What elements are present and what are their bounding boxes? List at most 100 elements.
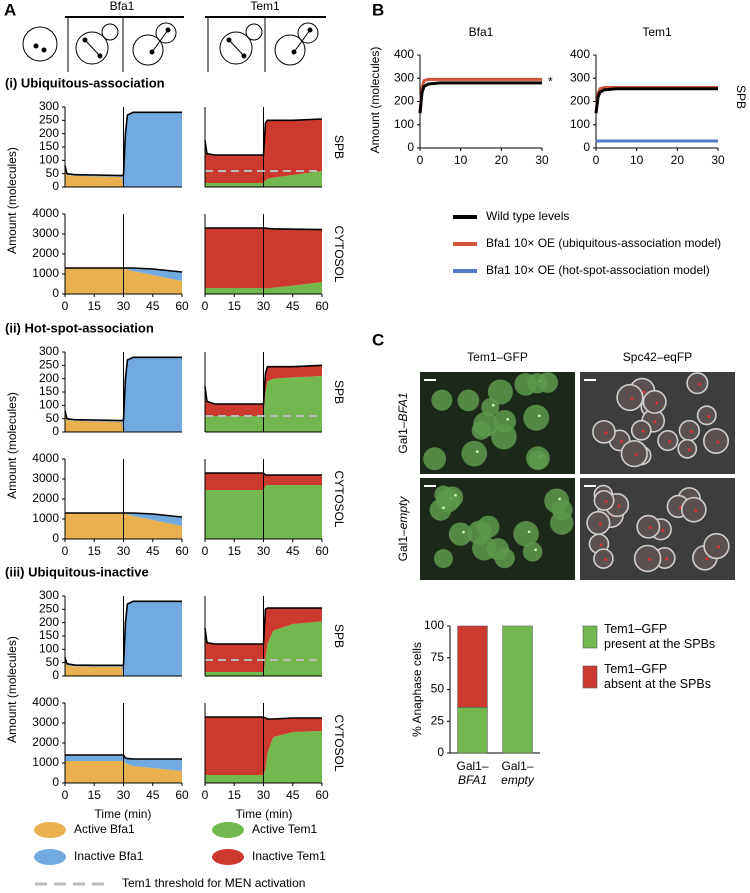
y-tick-label: 25 (431, 713, 445, 727)
column-title: Bfa1 (110, 0, 135, 13)
legend-label: Tem1–GFP absent at the SPBs (604, 662, 712, 691)
x-tick-label: 15 (88, 544, 102, 558)
y-tick-label: 100 (570, 117, 590, 131)
y-tick-label: 0 (52, 286, 59, 300)
y-tick-label: 50 (46, 166, 60, 180)
x-tick-label: 45 (286, 788, 300, 802)
legend-item: Tem1–GFP absent at the SPBs (604, 662, 712, 691)
y-axis-label: Amount (molecules) (5, 636, 19, 743)
spb-dot (648, 526, 652, 530)
y-tick-label: 300 (39, 344, 59, 358)
cell (636, 514, 661, 539)
line (418, 81, 542, 114)
legend-swatch (582, 625, 598, 649)
y-tick-label: 2000 (32, 246, 59, 260)
spb-dot (527, 530, 531, 534)
spb-dot (634, 453, 638, 457)
x-tick-label: 10 (630, 153, 644, 167)
cell (593, 548, 614, 569)
x-tick-label: 30 (117, 544, 131, 558)
x-tick-label: 15 (228, 788, 242, 802)
spb-dot (442, 506, 445, 510)
panel-letter: B (372, 0, 384, 19)
y-tick-label: 200 (39, 126, 59, 140)
y-tick-label: 200 (570, 94, 590, 108)
spb-dot (648, 558, 652, 561)
x-tick-label: 0 (202, 788, 209, 802)
line (418, 77, 542, 114)
x-tick-label: 30 (117, 299, 131, 313)
spb-dot (617, 504, 621, 508)
cell (514, 373, 538, 396)
legend-label: Inactive Bfa1 (74, 849, 144, 863)
y-tick-label: 400 (394, 47, 414, 61)
section-title: (iii) Ubiquitous-inactive (5, 564, 149, 579)
y-axis-label: Amount (molecules) (5, 392, 19, 499)
cell (513, 520, 539, 547)
cell (696, 405, 717, 426)
cell (448, 522, 473, 546)
cell (703, 427, 730, 454)
y-tick-label: 4000 (32, 206, 59, 220)
area (205, 621, 322, 676)
y-tick-label: 0 (52, 424, 59, 438)
line (594, 86, 718, 114)
y-tick-label: 2000 (32, 735, 59, 749)
cell (471, 420, 491, 440)
x-tick-label: 30 (257, 544, 271, 558)
legend-swatch (582, 665, 598, 689)
y-tick-label: 0 (52, 531, 59, 545)
y-tick-label: 300 (394, 70, 414, 84)
legend-item: Tem1–GFP present at the SPBs (604, 622, 715, 651)
x-tick-label: Gal1– empty (501, 759, 535, 787)
legend-label: Active Tem1 (252, 822, 317, 836)
x-axis-label: Time (min) (236, 807, 293, 821)
cell (703, 532, 730, 560)
spb-dot (604, 558, 607, 562)
spb-dot (454, 493, 457, 497)
spb-dot (661, 528, 665, 532)
cell (522, 542, 543, 562)
x-tick-label: 45 (286, 544, 300, 558)
cell (686, 372, 709, 395)
y-tick-label: 75 (431, 650, 445, 664)
cell (592, 419, 616, 444)
x-tick-label: 0 (202, 544, 209, 558)
row-label: SPB (332, 135, 346, 159)
y-tick-label: 3000 (32, 471, 59, 485)
area (65, 357, 182, 432)
column-title: Tem1 (250, 0, 280, 13)
cell (429, 498, 452, 521)
row-label-part: empty (396, 496, 410, 530)
x-tick-label: 15 (228, 544, 242, 558)
x-tick-label: 0 (593, 153, 600, 167)
cell (620, 440, 648, 468)
row-label: CYTOSOL (332, 714, 346, 771)
y-tick-label: 0 (52, 668, 59, 682)
side-label: SPB (734, 85, 748, 109)
x-tick-label: 45 (146, 788, 160, 802)
x-tick-label: 15 (88, 299, 102, 313)
row-label: CYTOSOL (332, 225, 346, 282)
y-tick-label: 250 (39, 358, 59, 372)
cell (467, 520, 492, 545)
legend-label: Bfa1 10× OE (ubiquitous-association mode… (486, 236, 721, 250)
x-tick-label: 10 (454, 153, 468, 167)
y-tick-label: 150 (39, 139, 59, 153)
y-axis-label: Amount (molecules) (368, 47, 382, 154)
area (65, 601, 182, 676)
cell (633, 544, 662, 573)
spb-dot (689, 430, 693, 433)
x-axis-label: Time (min) (95, 807, 152, 821)
spb-dot (687, 448, 691, 452)
y-tick-label: 200 (39, 371, 59, 385)
cell (586, 510, 611, 536)
legend-label: Active Bfa1 (74, 822, 135, 836)
x-tick-label: 15 (88, 788, 102, 802)
x-tick-label-line: Gal1– (456, 759, 488, 773)
x-tick-label: 0 (62, 788, 69, 802)
legend-label: Bfa1 10× OE (hot-spot-association model) (486, 263, 710, 277)
y-tick-label: 1000 (32, 755, 59, 769)
x-tick-label: 0 (202, 299, 209, 313)
column-title: Spc42–eqFP (623, 350, 692, 364)
